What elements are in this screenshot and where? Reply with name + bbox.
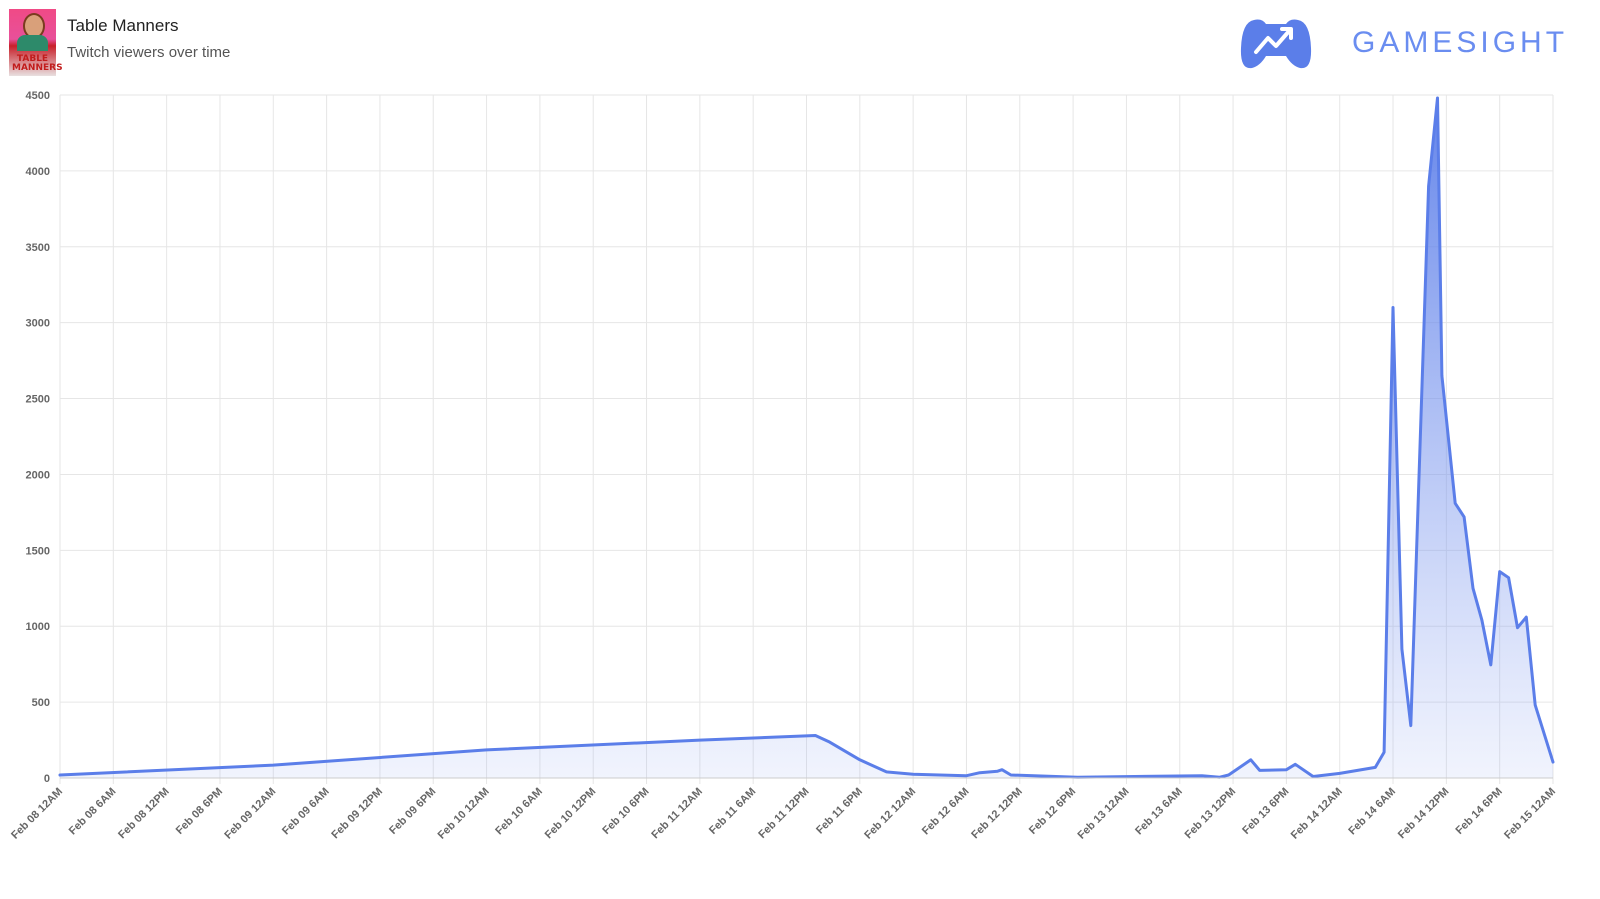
x-tick-label: Feb 12 6AM — [920, 786, 972, 838]
x-tick-label: Feb 11 12PM — [756, 786, 811, 841]
data-point — [272, 764, 274, 766]
x-tick-label: Feb 12 12PM — [969, 786, 1025, 842]
x-tick-label: Feb 14 12AM — [1289, 786, 1345, 842]
brand-name: GAMESIGHT — [1352, 26, 1569, 59]
x-tick-label: Feb 14 12PM — [1396, 786, 1452, 842]
y-tick-label: 3500 — [26, 242, 50, 254]
y-tick-label: 4500 — [26, 90, 50, 102]
x-tick-label: Feb 08 12AM — [9, 786, 65, 842]
data-point — [1374, 766, 1376, 768]
game-thumbnail: TABLE MANNERS — [9, 9, 63, 76]
data-point — [1410, 725, 1412, 727]
data-point — [699, 739, 701, 741]
chart-subtitle: Twitch viewers over time — [67, 44, 231, 61]
data-point — [1010, 774, 1012, 776]
y-tick-label: 2000 — [26, 469, 50, 481]
x-tick-label: Feb 10 12AM — [436, 786, 492, 842]
x-tick-label: Feb 09 12PM — [329, 786, 385, 842]
data-point — [1481, 619, 1483, 621]
data-point — [1428, 185, 1430, 187]
x-tick-label: Feb 13 12AM — [1076, 786, 1132, 842]
data-point — [1499, 571, 1501, 573]
data-point — [1285, 769, 1287, 771]
x-tick-label: Feb 09 6AM — [280, 786, 332, 838]
x-tick-label: Feb 13 6AM — [1133, 786, 1185, 838]
x-tick-label: Feb 15 12AM — [1502, 786, 1558, 842]
x-tick-label: Feb 11 6AM — [707, 786, 758, 837]
data-point — [1250, 759, 1252, 761]
x-tick-label: Feb 10 6AM — [493, 786, 545, 838]
data-point — [979, 772, 981, 774]
data-point — [885, 771, 887, 773]
data-point — [1508, 577, 1510, 579]
data-point — [997, 770, 999, 772]
y-tick-label: 0 — [44, 773, 50, 785]
data-point — [1312, 775, 1314, 777]
x-tick-label: Feb 08 6PM — [174, 786, 225, 837]
data-point — [59, 774, 61, 776]
x-tick-label: Feb 08 6AM — [67, 786, 119, 838]
data-point — [1201, 775, 1203, 777]
data-point — [1383, 751, 1385, 753]
character-body — [17, 35, 48, 51]
data-point — [912, 773, 914, 775]
y-tick-label: 4000 — [26, 166, 50, 178]
page-title: Table Manners — [67, 16, 179, 35]
data-point — [1294, 763, 1296, 765]
data-point — [1219, 776, 1221, 778]
y-tick-label: 1500 — [26, 545, 50, 557]
data-point — [965, 775, 967, 777]
data-point — [1339, 772, 1341, 774]
data-point — [859, 759, 861, 761]
data-point — [1516, 627, 1518, 629]
data-point — [1472, 587, 1474, 589]
data-point — [1463, 516, 1465, 518]
x-tick-label: Feb 09 12AM — [222, 786, 278, 842]
x-tick-label: Feb 13 12PM — [1183, 786, 1239, 842]
data-point — [1077, 776, 1079, 778]
data-point — [1228, 774, 1230, 776]
y-tick-label: 2500 — [26, 394, 50, 406]
data-point — [814, 735, 816, 737]
x-tick-label: Feb 14 6AM — [1346, 786, 1398, 838]
data-point — [1392, 306, 1394, 308]
y-tick-label: 3000 — [26, 318, 50, 330]
x-tick-label: Feb 09 6PM — [387, 786, 438, 837]
data-point — [1401, 648, 1403, 650]
y-tick-label: 500 — [32, 697, 50, 709]
data-point — [1259, 769, 1261, 771]
x-tick-label: Feb 13 6PM — [1240, 786, 1291, 837]
game-logo-text: TABLE MANNERS — [12, 54, 63, 73]
data-point — [1436, 97, 1438, 99]
x-tick-label: Feb 12 12AM — [862, 786, 918, 842]
data-point — [1534, 704, 1536, 706]
y-tick-label: 1000 — [26, 621, 50, 633]
data-point — [486, 749, 488, 751]
gamepad-trend-icon — [1240, 19, 1312, 69]
data-point — [1454, 502, 1456, 504]
x-tick-label: Feb 11 6PM — [814, 786, 865, 837]
x-tick-label: Feb 08 12PM — [116, 786, 172, 842]
x-tick-label: Feb 12 6PM — [1027, 786, 1078, 837]
viewers-area-fill — [60, 98, 1553, 778]
data-point — [1001, 769, 1003, 771]
data-point — [1552, 761, 1554, 763]
data-point — [1525, 616, 1527, 618]
x-tick-label: Feb 10 6PM — [600, 786, 651, 837]
x-tick-label: Feb 11 12AM — [649, 786, 705, 842]
x-tick-label: Feb 10 12PM — [543, 786, 599, 842]
data-point — [1490, 664, 1492, 666]
data-point — [828, 741, 830, 743]
data-point — [1441, 375, 1443, 377]
x-tick-label: Feb 14 6PM — [1454, 786, 1505, 837]
